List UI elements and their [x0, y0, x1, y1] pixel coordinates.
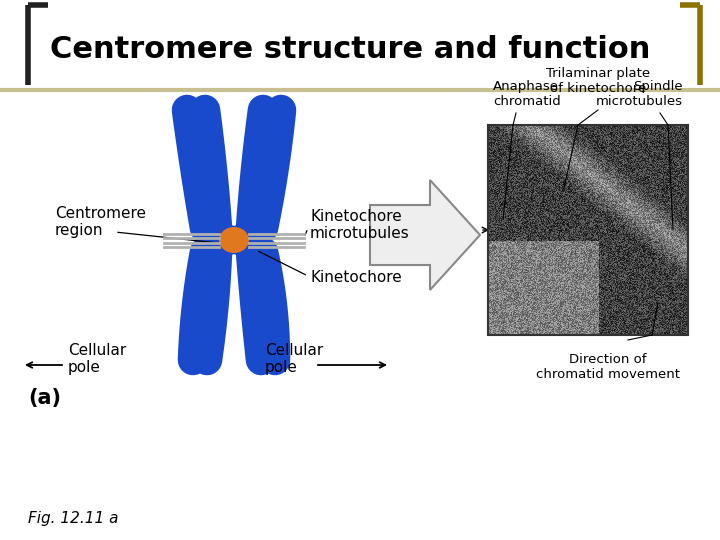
Ellipse shape — [219, 227, 249, 253]
Polygon shape — [370, 180, 480, 290]
Text: Fig. 12.11 a: Fig. 12.11 a — [28, 510, 119, 525]
Text: Kinetochore
microtubules: Kinetochore microtubules — [310, 209, 410, 241]
Text: Kinetochore: Kinetochore — [310, 271, 402, 286]
Bar — [488, 125, 688, 335]
Text: Spindle
microtubules: Spindle microtubules — [596, 80, 683, 108]
Text: (a): (a) — [28, 388, 61, 408]
Text: Cellular
pole: Cellular pole — [68, 343, 126, 375]
Text: Centromere structure and function: Centromere structure and function — [50, 36, 650, 64]
Text: Trilaminar plate
of kinetochore: Trilaminar plate of kinetochore — [546, 67, 650, 95]
Text: Cellular
pole: Cellular pole — [265, 343, 323, 375]
Text: Anaphase
chromatid: Anaphase chromatid — [493, 80, 561, 108]
Text: Centromere
region: Centromere region — [55, 206, 146, 238]
Text: Direction of
chromatid movement: Direction of chromatid movement — [536, 353, 680, 381]
